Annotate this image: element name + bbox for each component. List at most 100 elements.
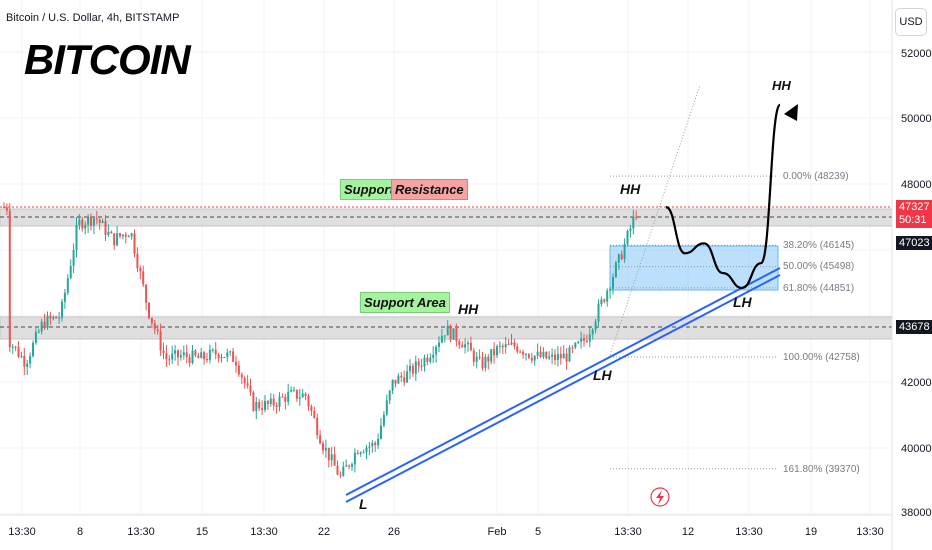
candle-body [600,299,603,305]
candle-body [406,371,409,383]
candle-body [484,356,487,369]
candle-body [513,342,516,347]
candle-body [554,354,556,361]
candle-body [203,352,206,360]
candle-body [330,454,333,461]
candle-body [388,390,391,401]
candle-body [443,335,446,337]
candle-body [124,234,127,237]
candle-body [150,318,153,324]
fib-label: 161.80% (39370) [783,464,860,475]
candle-body [609,288,612,291]
x-tick: 12 [681,526,695,538]
candle-body [455,328,458,342]
fib-lines [610,175,778,470]
candle-body [281,396,284,398]
candle-body [461,344,464,348]
candle-body [116,233,119,246]
candle-body [255,401,258,411]
candle-body [559,354,562,359]
candle-body [98,219,101,223]
candle-body [40,321,43,332]
candle-body [133,233,136,254]
candle-body [580,338,583,342]
candle-body [342,466,345,476]
candle-body [403,377,406,383]
candle-body [606,290,609,302]
candle-body [507,344,510,346]
candle-body [194,350,197,356]
candle-body [501,345,504,348]
lightning-icon[interactable] [650,487,670,507]
candle-body [61,301,63,318]
candle-body [75,225,78,251]
candle-body [304,393,307,396]
x-tick: 13:30 [127,526,155,538]
candle-body [527,353,530,358]
candle-body [577,341,580,343]
candle-body [487,356,490,362]
candle-body [298,397,301,399]
candle-body [385,400,388,415]
candle-body [220,357,223,359]
candle-body [313,410,316,418]
candle-body [397,375,400,384]
chart-title: BITCOIN [24,36,191,83]
fib-label: 100.00% (42758) [783,352,860,363]
candle-body [249,385,252,393]
candle-body [362,452,365,454]
candle-body [58,317,61,319]
candle-body [498,345,501,347]
candle-body [78,219,81,226]
candle-body [481,357,484,369]
candle-body [522,351,525,355]
candle-body [623,243,626,260]
candle-body [127,236,130,238]
candle-body [66,278,69,293]
candle-body [174,350,177,354]
candle-body [588,334,591,342]
candle-body [426,357,429,362]
candle-body [571,347,574,349]
candle-body [235,361,237,366]
candle-body [432,354,435,358]
currency-button[interactable]: USD [895,8,927,36]
candle-body [179,355,182,358]
candle-body [565,353,568,362]
candle-body [371,442,374,447]
trendline-main [345,267,781,496]
candle-body [629,228,632,231]
x-tick: 22 [317,526,331,538]
candle-body [417,361,420,366]
candle-body [542,351,545,357]
candle-body [113,233,116,246]
candle-body [345,465,348,467]
x-tick: 13:30 [856,526,884,538]
candle-body [217,354,220,359]
candle-body [243,377,246,384]
lh-label: LH [593,367,612,383]
candle-body [26,363,29,367]
candle-body [182,352,185,356]
candles [3,202,638,479]
candle-body [380,425,382,439]
candle-body [272,398,275,406]
candle-body [32,342,34,357]
fib-label: 38.20% (46145) [783,240,855,251]
x-tick: 8 [76,526,84,538]
candle-body [382,414,385,426]
candle-body [275,405,278,407]
candle-body [206,359,208,361]
candle-body [191,350,194,364]
candle-body [324,447,327,451]
symbol-header[interactable]: Bitcoin / U.S. Dollar, 4h, BITSTAMP [6,12,180,24]
candle-body [478,356,481,358]
candle-body [377,438,380,446]
y-tick: 48000 [901,179,932,191]
candle-body [635,216,638,218]
candle-body [594,321,597,330]
candle-body [5,207,8,211]
candle-body [423,357,426,367]
candle-body [359,452,362,455]
